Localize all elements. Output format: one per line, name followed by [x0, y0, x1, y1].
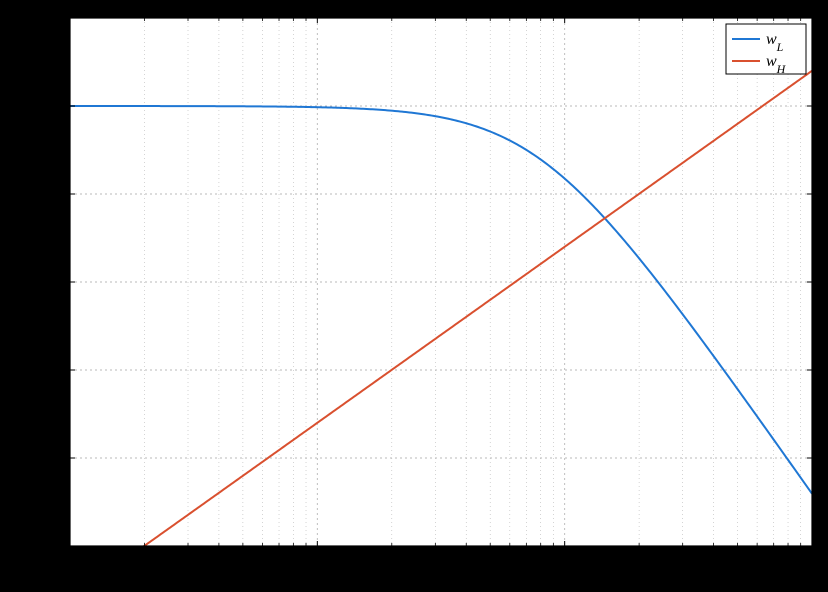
y-tick-label: 20 [48, 10, 62, 25]
bode-chart: 101102103104-100-80-60-40-20020f [Hz]dBw… [0, 0, 828, 592]
y-tick-label: -100 [36, 538, 62, 553]
chart-svg: 101102103104-100-80-60-40-20020f [Hz]dBw… [0, 0, 828, 592]
y-tick-label: -20 [43, 186, 62, 201]
y-tick-label: -60 [43, 362, 62, 377]
x-axis-label: f [Hz] [422, 573, 461, 590]
y-tick-label: -80 [43, 450, 62, 465]
y-axis-label: dB [9, 273, 26, 291]
legend: wLwH [726, 24, 806, 76]
y-tick-label: -40 [43, 274, 62, 289]
y-tick-label: 0 [55, 98, 62, 113]
